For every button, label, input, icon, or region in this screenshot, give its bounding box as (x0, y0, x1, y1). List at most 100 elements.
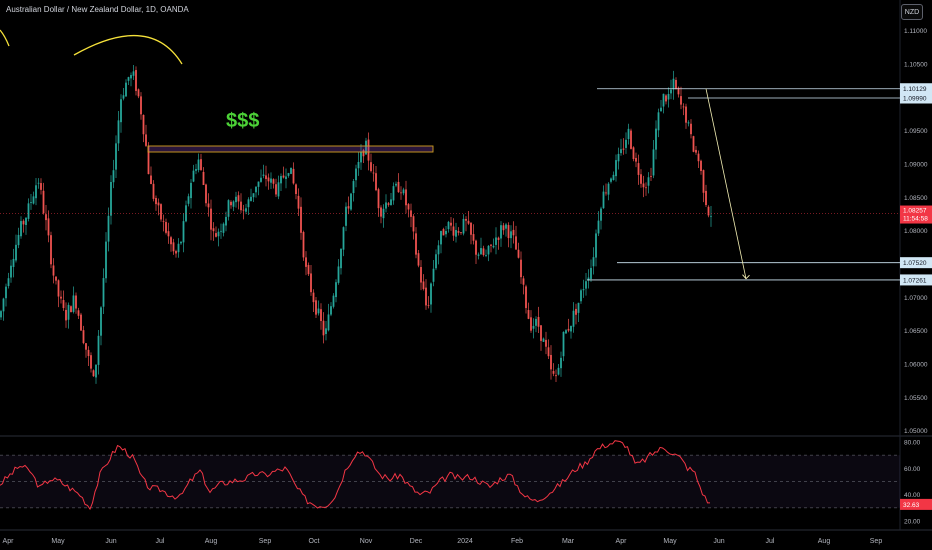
candle (545, 331, 547, 355)
candle (352, 178, 355, 202)
candle-body (255, 186, 257, 193)
candle (207, 193, 210, 217)
candle (290, 167, 292, 175)
time-axis[interactable]: Apr May Jun Jul Aug Sep Oct Nov Dec 2024 Feb Mar Apr… (3, 538, 883, 545)
candle-body (690, 123, 692, 135)
candle-body (245, 208, 247, 212)
candle-body (447, 221, 450, 230)
candle-body (157, 202, 160, 206)
currency-button[interactable]: NZD (901, 4, 923, 20)
candle-body (540, 325, 542, 341)
candle (665, 94, 667, 105)
candle (50, 231, 52, 269)
candle-body (322, 320, 325, 336)
price-tick-label: 1.08000 (904, 228, 928, 235)
candle-body (482, 248, 485, 256)
candle (680, 86, 682, 110)
candle-body (652, 149, 655, 176)
candle (65, 302, 67, 328)
candle-body (692, 136, 695, 152)
price-axis[interactable]: 1.110001.105001.100001.095001.090001.085… (900, 28, 932, 435)
candle (637, 154, 640, 185)
candle-body (372, 172, 375, 174)
candle (500, 221, 502, 247)
candle-body (72, 295, 75, 312)
candle (2, 297, 5, 321)
candle-body (37, 182, 40, 184)
candle-body (222, 223, 225, 233)
candle-body (587, 277, 590, 281)
candle-body (510, 231, 512, 239)
candle-body (177, 243, 180, 253)
candle (397, 173, 400, 193)
candle (72, 286, 75, 314)
candle-body (615, 160, 617, 177)
candle-body (32, 196, 35, 204)
candle (392, 182, 395, 205)
candle-body (557, 367, 560, 375)
candle (530, 310, 532, 333)
candle-body (47, 218, 50, 236)
candle-body (85, 343, 87, 350)
candle-body (702, 170, 705, 193)
candle (382, 204, 385, 228)
candle-body (595, 233, 597, 258)
candle (577, 302, 580, 322)
candle-body (332, 295, 335, 307)
level-tag-label: 1.07261 (903, 277, 927, 284)
candle (477, 252, 480, 260)
candle-body (575, 308, 577, 315)
candle-body (390, 199, 392, 206)
rsi-pane (0, 440, 900, 511)
candle (630, 128, 632, 150)
candle (507, 222, 510, 248)
price-tick-label: 1.07000 (904, 295, 928, 302)
rsi-tick-label: 40.00 (904, 492, 921, 499)
candle-body (552, 371, 555, 374)
candle (655, 120, 657, 160)
candle-body (617, 153, 620, 162)
candle (12, 248, 15, 278)
candle-body (22, 220, 25, 225)
candle (135, 66, 137, 96)
candle-body (415, 233, 417, 255)
candle-body (665, 95, 667, 102)
rsi-tick-label: 80.00 (904, 439, 921, 446)
candle (255, 186, 257, 198)
candle-body (585, 281, 587, 289)
candle-body (465, 219, 467, 221)
candle (235, 191, 237, 208)
candle (635, 152, 637, 168)
rsi-axis[interactable]: 80.00 60.00 40.00 20.00 32.63 (900, 439, 932, 526)
candle (282, 166, 285, 179)
candle-body (102, 278, 105, 307)
candle (670, 79, 672, 100)
candle (550, 345, 552, 380)
candle (350, 192, 352, 211)
candle (15, 234, 17, 263)
candle (170, 235, 172, 252)
candle (267, 173, 270, 190)
candle-body (620, 149, 622, 154)
candle (107, 207, 110, 252)
candle (380, 205, 382, 224)
candle-body (560, 357, 562, 369)
candle-body (357, 161, 360, 169)
candle-body (485, 255, 487, 256)
candle-body (422, 281, 425, 290)
candle-body (375, 173, 377, 191)
price-tick-label: 1.06500 (904, 328, 928, 335)
candle (297, 188, 300, 217)
candle (125, 79, 127, 97)
candle-body (417, 253, 420, 266)
candle (245, 203, 247, 215)
candle (165, 218, 167, 235)
candle (55, 276, 57, 285)
candle (182, 213, 185, 253)
time-tick-label: Jun (105, 538, 116, 545)
candle (705, 184, 707, 208)
candle-body (342, 227, 345, 250)
candle-body (502, 225, 505, 231)
candle-body (520, 259, 522, 278)
